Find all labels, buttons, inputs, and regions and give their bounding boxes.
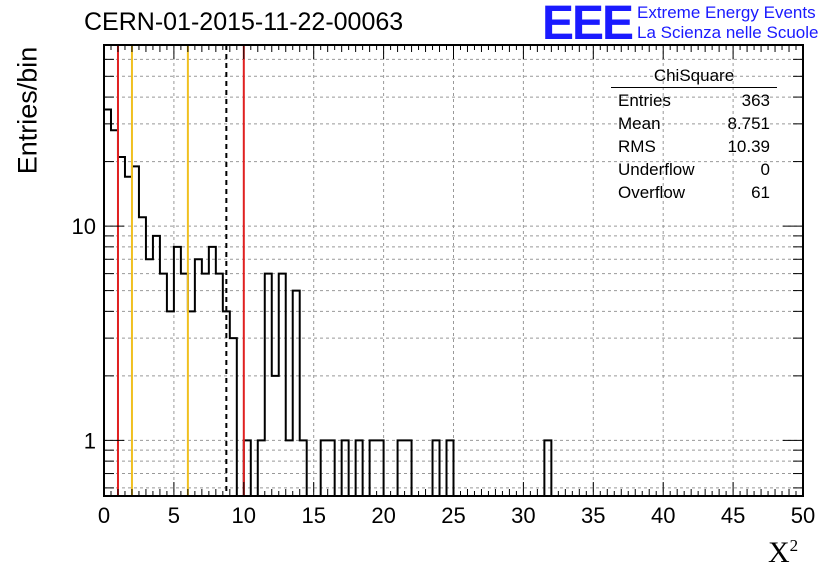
- stats-value: 10.39: [727, 137, 770, 156]
- histogram-bin: [146, 259, 153, 496]
- histogram-bin: [230, 338, 237, 496]
- stats-title: ChiSquare: [611, 66, 777, 88]
- x-tick-label: 30: [511, 503, 535, 528]
- y-axis-label: Entries/bin: [12, 46, 43, 175]
- histogram-bin: [188, 311, 195, 496]
- stats-value: 363: [741, 91, 770, 110]
- histogram-bin: [174, 247, 181, 496]
- stats-label: Overflow: [618, 183, 686, 202]
- brand-line-1: Extreme Energy Events: [637, 3, 816, 22]
- histogram-bin: [153, 236, 160, 496]
- x-tick-label: 40: [651, 503, 675, 528]
- histogram-bin: [132, 166, 139, 496]
- y-tick-label: 10: [72, 214, 96, 239]
- stats-row-rms: RMS 10.39: [611, 135, 777, 158]
- histogram-bin: [209, 247, 216, 496]
- x-tick-label: 15: [301, 503, 325, 528]
- x-tick-label: 5: [168, 503, 180, 528]
- chart-title: CERN-01-2015-11-22-00063: [84, 8, 404, 36]
- x-axis-label-base: X: [768, 536, 790, 569]
- y-tick-label: 1: [84, 428, 96, 453]
- histogram-bin: [111, 130, 118, 496]
- stats-label: Underflow: [618, 160, 695, 179]
- x-tick-label: 45: [721, 503, 745, 528]
- x-tick-label: 50: [791, 503, 815, 528]
- histogram-bin: [104, 110, 111, 496]
- stats-value: 8.751: [727, 114, 770, 133]
- stats-label: RMS: [618, 137, 656, 156]
- histogram-bin: [125, 177, 132, 496]
- histogram-bin: [265, 274, 272, 496]
- histogram-bin: [160, 274, 167, 496]
- histogram-bin: [195, 259, 202, 496]
- stats-box: ChiSquare Entries 363 Mean 8.751 RMS 10.…: [611, 66, 777, 204]
- stats-row-overflow: Overflow 61: [611, 181, 777, 204]
- stats-row-underflow: Underflow 0: [611, 158, 777, 181]
- histogram-bin: [202, 274, 209, 496]
- histogram-bin: [293, 291, 300, 496]
- stats-row-entries: Entries 363: [611, 89, 777, 112]
- x-tick-label: 35: [581, 503, 605, 528]
- stats-value: 61: [751, 183, 770, 202]
- stats-value: 0: [760, 160, 770, 179]
- x-tick-label: 10: [232, 503, 256, 528]
- histogram-bin: [181, 274, 188, 496]
- histogram-bin: [216, 274, 223, 496]
- brand-line-2: La Scienza nelle Scuole: [637, 23, 819, 42]
- histogram-bin: [118, 157, 125, 496]
- histogram-bin: [279, 274, 286, 496]
- eee-logo: EEE: [542, 0, 634, 50]
- x-axis-label: X2: [768, 536, 798, 570]
- stats-label: Entries: [618, 91, 671, 110]
- histogram-bin: [167, 311, 174, 496]
- stats-row-mean: Mean 8.751: [611, 112, 777, 135]
- x-tick-label: 0: [98, 503, 110, 528]
- stats-label: Mean: [618, 114, 661, 133]
- x-tick-label: 25: [441, 503, 465, 528]
- histogram-bin: [272, 376, 279, 496]
- x-axis-label-sup: 2: [789, 536, 799, 555]
- x-tick-label: 20: [371, 503, 395, 528]
